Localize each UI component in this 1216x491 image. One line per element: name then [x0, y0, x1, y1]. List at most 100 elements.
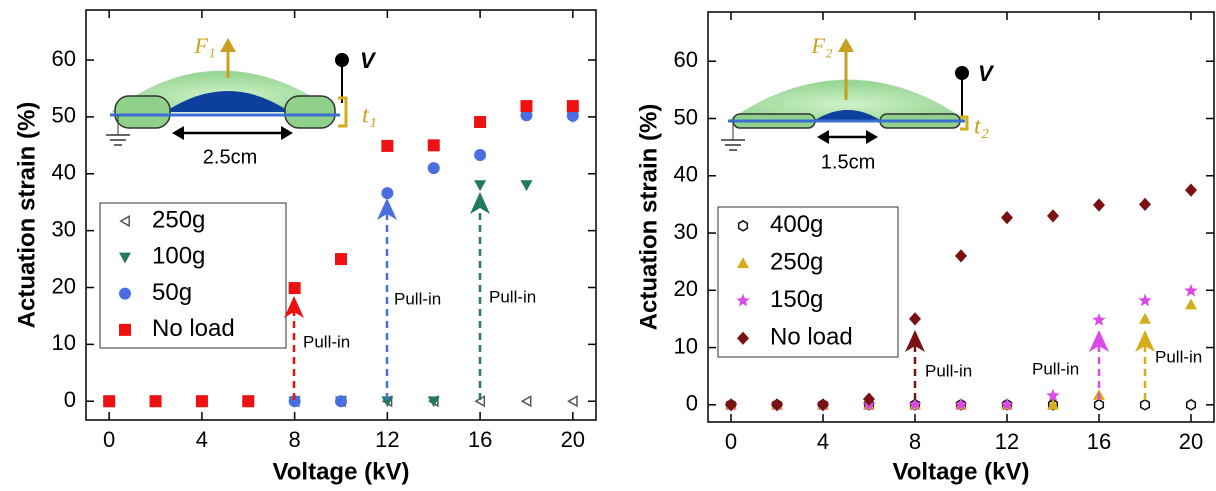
marker — [955, 398, 967, 411]
marker — [381, 187, 394, 200]
legend-label: 250g — [152, 206, 205, 233]
marker — [1093, 198, 1105, 212]
marker — [909, 312, 921, 326]
x-axis-label: Voltage (kV) — [273, 458, 410, 485]
y-tick-label: 40 — [674, 162, 698, 187]
pull-in-arrowheads — [284, 192, 1155, 352]
marker — [1139, 197, 1151, 211]
legend-marker — [737, 331, 749, 345]
x-tick-label: 16 — [468, 427, 492, 452]
annotation: Pull-in — [394, 289, 441, 308]
marker — [771, 398, 783, 412]
marker — [520, 180, 533, 192]
y-tick-label: 0 — [686, 391, 698, 416]
inset-diagram — [721, 38, 969, 151]
legend-marker — [736, 293, 750, 307]
marker — [427, 139, 440, 152]
inset-label: t₁ — [362, 103, 377, 129]
marker — [1047, 398, 1059, 410]
marker — [725, 398, 737, 412]
marker — [1047, 398, 1059, 411]
marker — [1138, 293, 1152, 307]
legend-label: 400g — [770, 211, 823, 238]
x-axis-label: Voltage (kV) — [893, 458, 1030, 485]
inset-diagram — [106, 38, 349, 146]
legend-label: 250g — [770, 249, 823, 276]
x-tick-label: 0 — [725, 429, 737, 454]
y-tick-label: 20 — [52, 273, 76, 298]
marker — [335, 253, 347, 266]
marker — [909, 398, 921, 411]
legend-label: No load — [152, 315, 235, 342]
marker — [1046, 388, 1060, 402]
marker — [381, 396, 394, 408]
marker — [1092, 313, 1106, 326]
marker — [195, 395, 208, 408]
legend-marker — [737, 257, 749, 269]
x-tick-label: 20 — [1179, 429, 1203, 454]
x-tick-label: 16 — [1087, 429, 1111, 454]
marker — [242, 395, 255, 408]
marker — [1000, 397, 1014, 411]
x-tick-label: 4 — [817, 429, 829, 454]
pull-in-arrows — [292, 205, 1147, 400]
marker — [1185, 298, 1197, 310]
legend-label: No load — [770, 324, 853, 351]
x-tick-label: 20 — [561, 427, 585, 452]
marker — [474, 180, 487, 192]
marker — [103, 395, 116, 408]
y-tick-label: 50 — [674, 104, 698, 129]
marker — [1185, 398, 1197, 411]
legend-box — [717, 206, 899, 358]
marker — [1185, 183, 1197, 197]
marker — [520, 395, 532, 408]
x-tick-label: 8 — [909, 429, 921, 454]
marker — [474, 149, 487, 162]
annotation: Pull-in — [303, 332, 350, 351]
x-tick-label: 12 — [995, 429, 1019, 454]
inset-label: V — [978, 61, 995, 86]
marker — [335, 395, 347, 408]
y-tick-label: 20 — [674, 276, 698, 301]
plot-frame — [707, 11, 1215, 423]
y-tick-label: 30 — [674, 219, 698, 244]
legend-marker — [119, 287, 131, 300]
x-tick-label: 12 — [375, 427, 399, 452]
legend-marker — [737, 219, 749, 232]
y-axis-label: Actuation strain (%) — [635, 104, 662, 331]
marker — [1047, 209, 1059, 223]
y-tick-label: 30 — [52, 216, 76, 241]
plot-frame — [85, 9, 597, 421]
legend-label: 150g — [770, 286, 823, 313]
annotation: Pull-in — [1032, 359, 1079, 378]
legend-box — [99, 202, 287, 349]
inset-label: F₂ — [810, 33, 832, 58]
marker — [955, 249, 967, 263]
y-tick-label: 10 — [674, 333, 698, 358]
y-axis-label: Actuation strain (%) — [13, 102, 40, 329]
inset-label: t₂ — [974, 114, 989, 140]
marker — [567, 395, 578, 408]
marker — [1139, 398, 1151, 411]
legend-marker — [119, 323, 131, 336]
y-tick-label: 40 — [52, 160, 76, 185]
marker — [288, 395, 301, 408]
marker — [149, 395, 162, 408]
marker — [863, 398, 875, 411]
legend-label: 50g — [152, 279, 192, 306]
y-tick-label: 0 — [64, 387, 76, 412]
legend-marker — [119, 252, 131, 264]
y-tick-label: 50 — [52, 103, 76, 128]
marker — [520, 100, 533, 113]
marker — [566, 100, 579, 113]
annotation: Pull-in — [489, 287, 536, 306]
legend-marker — [119, 215, 130, 228]
x-tick-label: 0 — [103, 427, 115, 452]
marker — [954, 397, 968, 411]
x-tick-label: 8 — [289, 427, 301, 452]
marker — [474, 116, 487, 129]
marker — [1093, 398, 1105, 411]
marker — [1001, 398, 1013, 411]
